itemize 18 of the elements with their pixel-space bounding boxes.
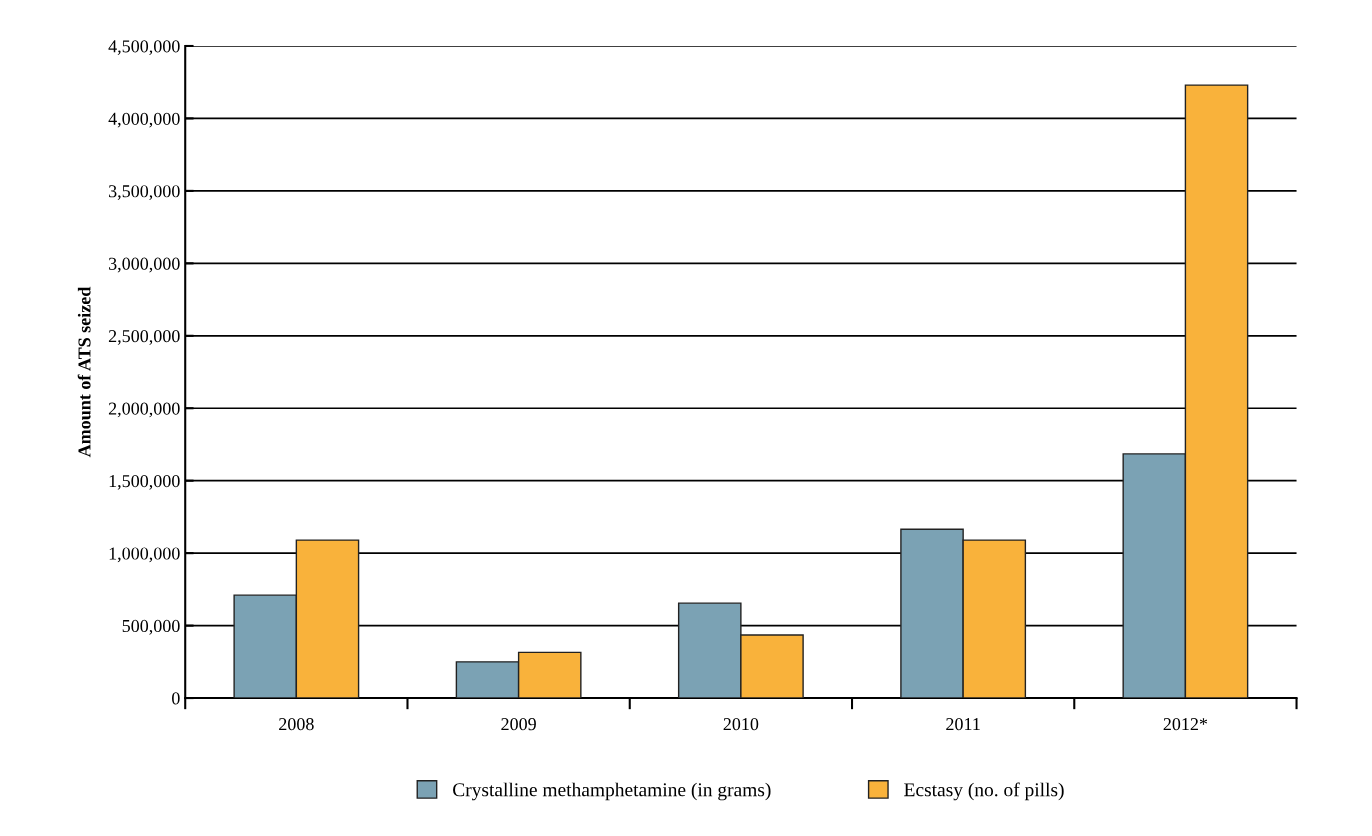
legend-label: Crystalline methamphetamine (in grams) [453, 782, 771, 801]
legend-label: Ecstasy (no. of pills) [904, 782, 1064, 801]
y-tick-label: 500,000 [122, 619, 180, 635]
y-tick-label: 4,500,000 [108, 40, 180, 56]
x-tick-label: 2012* [1163, 718, 1208, 731]
y-tick-label: 4,000,000 [108, 112, 180, 128]
y-axis-title: Amount of ATS seized [77, 286, 91, 458]
y-tick-label: 1,000,000 [109, 547, 180, 563]
y-tick-label: 1,500,000 [109, 474, 180, 490]
x-tick-label: 2011 [946, 718, 980, 731]
x-tick-label: 2009 [501, 718, 536, 731]
y-tick-label: 0 [172, 692, 180, 705]
y-tick-label: 2,000,000 [108, 402, 180, 418]
x-tick-label: 2008 [279, 718, 314, 731]
x-tick-label: 2010 [723, 718, 759, 731]
y-tick-label: 3,500,000 [109, 185, 180, 200]
y-tick-label: 3,000,000 [109, 257, 180, 273]
y-tick-label: 2,500,000 [108, 330, 180, 345]
